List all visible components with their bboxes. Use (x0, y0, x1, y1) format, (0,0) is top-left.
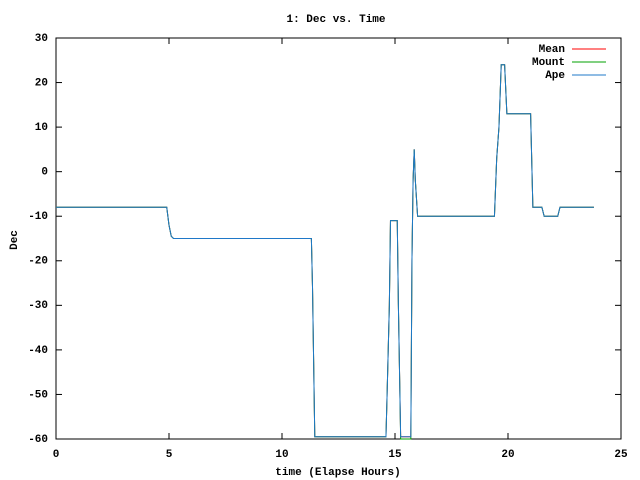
y-tick-label: 20 (35, 77, 48, 89)
series-line (56, 64, 594, 438)
legend-label: Mount (532, 57, 565, 69)
y-axis-label: Dec (9, 230, 21, 250)
y-tick-label: 0 (41, 167, 48, 179)
y-tick-label: -10 (28, 211, 48, 223)
y-tick-label: 10 (35, 122, 48, 134)
x-tick-label: 0 (53, 449, 60, 461)
chart-title: 1: Dec vs. Time (286, 14, 385, 26)
legend-label: Ape (545, 70, 565, 82)
y-tick-label: 30 (35, 33, 48, 45)
x-tick-label: 20 (501, 449, 514, 461)
y-tick-label: -30 (28, 300, 48, 312)
x-tick-label: 5 (166, 449, 173, 461)
legend-label: Mean (539, 44, 565, 56)
x-tick-label: 15 (388, 449, 402, 461)
x-tick-label: 10 (275, 449, 288, 461)
y-tick-label: -40 (28, 345, 48, 357)
x-tick-label: 25 (614, 449, 628, 461)
x-axis-label: time (Elapse Hours) (275, 467, 400, 479)
y-tick-label: -50 (28, 389, 48, 401)
y-tick-label: -60 (28, 434, 48, 446)
plot-frame (55, 37, 622, 440)
y-tick-label: -20 (28, 256, 48, 268)
